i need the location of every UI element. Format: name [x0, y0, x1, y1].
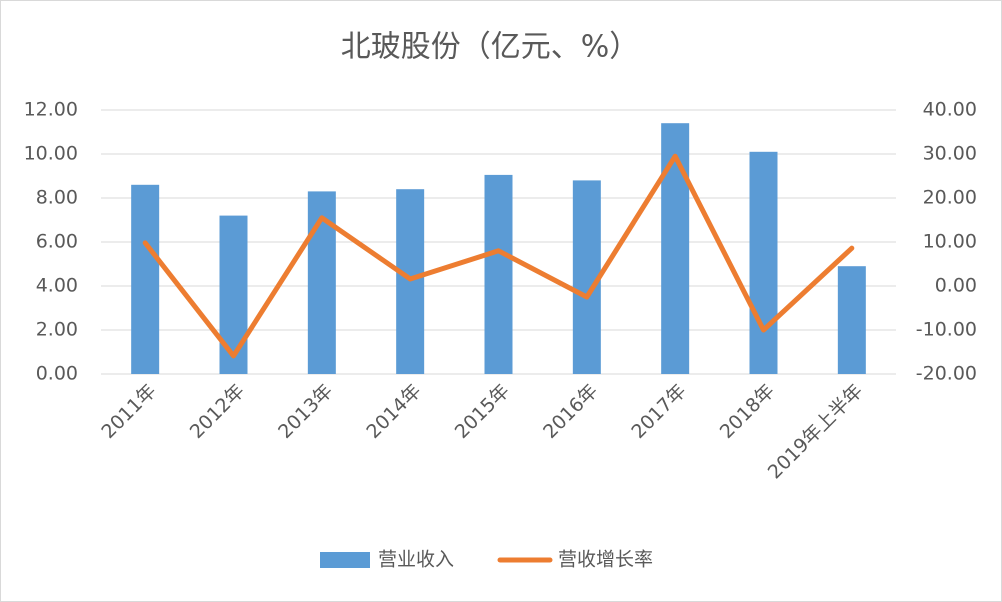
y-tick-label: 2.00 [36, 319, 78, 341]
y2-tick-label: 40.00 [923, 99, 977, 121]
bar [749, 151, 778, 374]
bar [131, 184, 160, 374]
legend-label: 营收增长率 [558, 549, 653, 571]
y-tick-label: 10.00 [24, 143, 78, 165]
legend-label: 营业收入 [378, 549, 454, 571]
bar [572, 180, 601, 374]
y2-tick-label: 10.00 [923, 231, 977, 253]
y-tick-label: 6.00 [36, 231, 78, 253]
bar [661, 123, 690, 374]
legend-swatch [320, 552, 370, 568]
y2-tick-label: 30.00 [923, 143, 977, 165]
y2-tick-label: 20.00 [923, 187, 977, 209]
bar [219, 215, 248, 374]
y2-tick-label: -10.00 [916, 319, 977, 341]
y2-tick-label: -20.00 [916, 363, 977, 385]
y-tick-label: 4.00 [36, 275, 78, 297]
y2-tick-label: 0.00 [935, 275, 977, 297]
bar [396, 189, 425, 374]
line [142, 153, 855, 359]
bar [837, 266, 866, 374]
y-tick-label: 0.00 [36, 363, 78, 385]
chart-title: 北玻股份（亿元、%） [341, 30, 640, 65]
y-tick-label: 8.00 [36, 187, 78, 209]
bar [484, 174, 513, 374]
y-tick-label: 12.00 [24, 99, 78, 121]
